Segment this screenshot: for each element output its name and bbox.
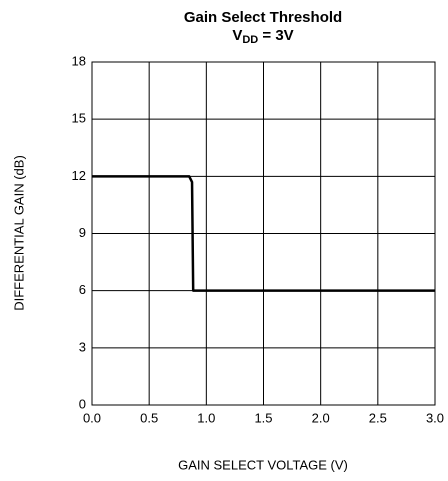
y-tick-label: 12 — [72, 168, 86, 183]
x-tick-label: 1.0 — [197, 410, 215, 425]
chart-subtitle: VDD = 3V — [232, 27, 293, 46]
y-tick-label: 6 — [79, 282, 86, 297]
subtitle-subscript: DD — [242, 34, 258, 46]
y-tick-label: 15 — [72, 111, 86, 126]
plot-frame — [91, 61, 436, 406]
y-tick-label: 9 — [79, 225, 86, 240]
x-tick-label: 1.5 — [254, 410, 272, 425]
y-tick-label: 3 — [79, 339, 86, 354]
y-tick-label: 18 — [72, 53, 86, 68]
line — [92, 175, 435, 292]
x-tick-label: 0.5 — [140, 410, 158, 425]
x-tick-label: 0.0 — [83, 410, 101, 425]
chart-title: Gain Select Threshold — [184, 9, 342, 26]
x-axis-label: GAIN SELECT VOLTAGE (V) — [178, 457, 348, 472]
y-axis-label: DIFFERENTIAL GAIN (dB) — [11, 155, 26, 311]
x-tick-label: 3.0 — [426, 410, 444, 425]
subtitle-part: V — [232, 27, 242, 44]
x-tick-label: 2.5 — [369, 410, 387, 425]
x-tick-label: 2.0 — [312, 410, 330, 425]
y-tick-label: 0 — [79, 396, 86, 411]
subtitle-part: = 3V — [258, 27, 293, 44]
